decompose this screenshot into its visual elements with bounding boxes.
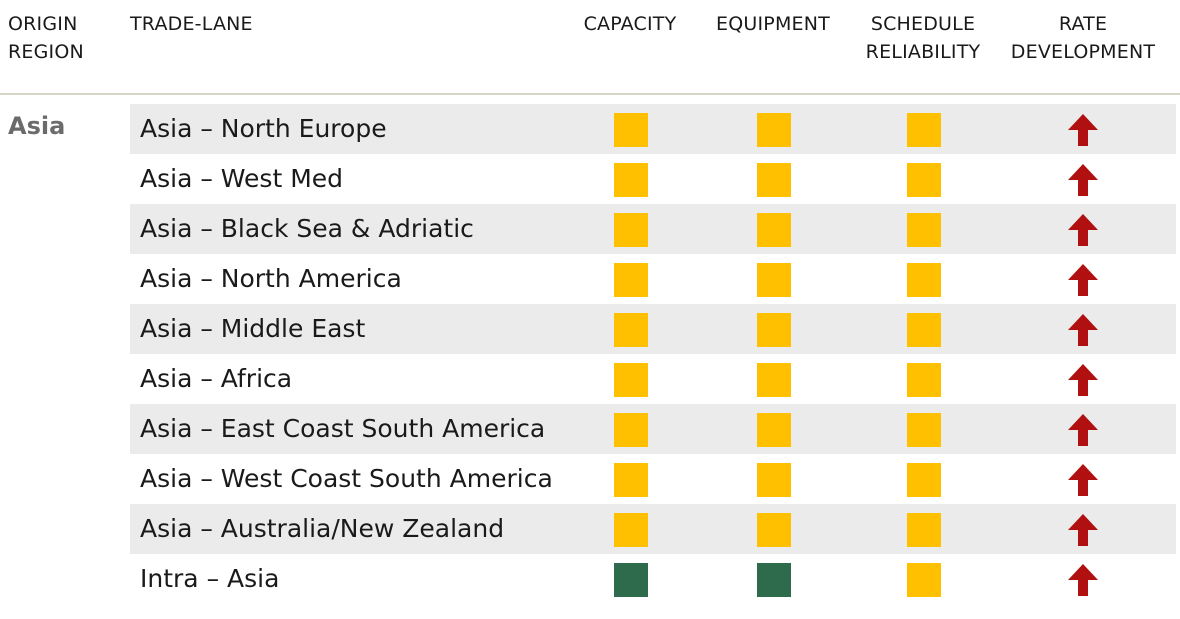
equipment-status-square [757, 413, 791, 447]
schedule-reliability-status-square [907, 513, 941, 547]
header-schedule-reliability-line2: RELIABILITY [865, 41, 981, 63]
table-row: Asia – East Coast South America [130, 404, 1176, 454]
equipment-status-square [757, 563, 791, 597]
table-row: Asia – Africa [130, 354, 1176, 404]
schedule-reliability-status-square [907, 463, 941, 497]
header-origin-region: ORIGIN REGION [8, 10, 84, 66]
capacity-status-square [614, 113, 648, 147]
header-divider [0, 93, 1180, 95]
capacity-status-square [614, 463, 648, 497]
header-equipment: EQUIPMENT [700, 10, 846, 38]
header-rate-development: RATE DEVELOPMENT [998, 10, 1168, 66]
schedule-reliability-status-square [907, 163, 941, 197]
header-equipment-label: EQUIPMENT [716, 13, 830, 35]
header-rate-development-line1: RATE [1058, 13, 1108, 35]
trade-lane-cell: Asia – East Coast South America [140, 414, 546, 443]
schedule-reliability-status-square [907, 213, 941, 247]
rate-up-arrow-icon [1068, 514, 1098, 546]
table-row: Asia – North Europe [130, 104, 1176, 154]
equipment-status-square [757, 513, 791, 547]
trade-lane-cell: Asia – North America [140, 264, 402, 293]
header-schedule-reliability: SCHEDULE RELIABILITY [850, 10, 996, 66]
rate-up-arrow-icon [1068, 114, 1098, 146]
equipment-status-square [757, 163, 791, 197]
table-row: Asia – Black Sea & Adriatic [130, 204, 1176, 254]
capacity-status-square [614, 163, 648, 197]
trade-lane-cell: Asia – West Med [140, 164, 344, 193]
capacity-status-square [614, 563, 648, 597]
rate-up-arrow-icon [1068, 364, 1098, 396]
capacity-status-square [614, 313, 648, 347]
table-row: Asia – Australia/New Zealand [130, 504, 1176, 554]
rate-up-arrow-icon [1068, 264, 1098, 296]
origin-region-label: Asia [8, 112, 66, 140]
header-origin-region-line1: ORIGIN [8, 13, 78, 35]
schedule-reliability-status-square [907, 313, 941, 347]
header-origin-region-line2: REGION [8, 41, 84, 63]
table-row: Asia – North America [130, 254, 1176, 304]
schedule-reliability-status-square [907, 263, 941, 297]
equipment-status-square [757, 213, 791, 247]
trade-lane-cell: Asia – West Coast South America [140, 464, 553, 493]
trade-lane-cell: Asia – Australia/New Zealand [140, 514, 505, 543]
trade-lane-cell: Asia – Middle East [140, 314, 366, 343]
rate-up-arrow-icon [1068, 214, 1098, 246]
capacity-status-square [614, 213, 648, 247]
trade-lane-cell: Intra – Asia [140, 564, 280, 593]
rate-up-arrow-icon [1068, 164, 1098, 196]
schedule-reliability-status-square [907, 363, 941, 397]
rate-up-arrow-icon [1068, 414, 1098, 446]
table-row: Asia – West Med [130, 154, 1176, 204]
header-capacity: CAPACITY [560, 10, 700, 38]
trade-lane-cell: Asia – Africa [140, 364, 293, 393]
rate-up-arrow-icon [1068, 464, 1098, 496]
header-capacity-label: CAPACITY [583, 13, 677, 35]
capacity-status-square [614, 363, 648, 397]
equipment-status-square [757, 363, 791, 397]
schedule-reliability-status-square [907, 563, 941, 597]
header-trade-lane: TRADE-LANE [130, 10, 253, 38]
equipment-status-square [757, 463, 791, 497]
schedule-reliability-status-square [907, 113, 941, 147]
trade-lane-cell: Asia – North Europe [140, 114, 387, 143]
equipment-status-square [757, 113, 791, 147]
schedule-reliability-status-square [907, 413, 941, 447]
equipment-status-square [757, 263, 791, 297]
table-row: Intra – Asia [130, 554, 1176, 604]
capacity-status-square [614, 513, 648, 547]
table-body: Asia – North Europe Asia – West Med Asia –… [130, 104, 1176, 604]
rate-up-arrow-icon [1068, 314, 1098, 346]
trade-lane-cell: Asia – Black Sea & Adriatic [140, 214, 474, 243]
header-trade-lane-label: TRADE-LANE [130, 13, 253, 35]
table-row: Asia – West Coast South America [130, 454, 1176, 504]
rate-up-arrow-icon [1068, 564, 1098, 596]
capacity-status-square [614, 413, 648, 447]
table-row: Asia – Middle East [130, 304, 1176, 354]
header-rate-development-line2: DEVELOPMENT [1010, 41, 1156, 63]
capacity-status-square [614, 263, 648, 297]
header-schedule-reliability-line1: SCHEDULE [870, 13, 976, 35]
equipment-status-square [757, 313, 791, 347]
